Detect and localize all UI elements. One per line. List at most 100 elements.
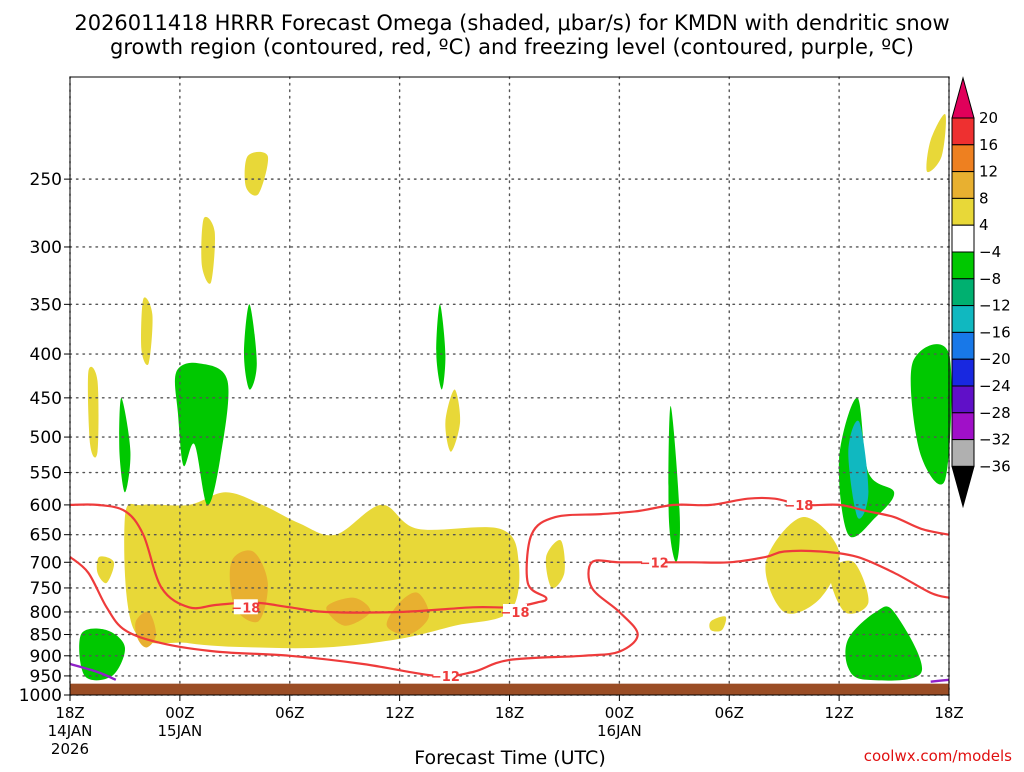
y-axis: 2503003504004505005506006507007508008509… bbox=[19, 170, 70, 706]
omega-region bbox=[709, 616, 727, 632]
y-tick-label: 1000 bbox=[19, 686, 62, 706]
x-tick-label: 00Z bbox=[605, 704, 634, 722]
contour-label-bg bbox=[642, 554, 667, 570]
y-tick-label: 850 bbox=[30, 626, 62, 646]
colorbar-box bbox=[951, 439, 975, 467]
freezing-level-contours bbox=[69, 662, 950, 683]
x-tick-label: 18Z bbox=[55, 704, 84, 722]
x-tick-date: 15JAN bbox=[158, 722, 203, 740]
colorbar-label: −32 bbox=[979, 431, 1011, 449]
x-tick-label: 12Z bbox=[385, 704, 414, 722]
y-tick-label: 900 bbox=[30, 647, 62, 667]
colorbar-box bbox=[951, 385, 975, 414]
y-tick-label: 950 bbox=[30, 667, 62, 687]
x-tick-label: 18Z bbox=[934, 704, 963, 722]
watermark: coolwx.com/models bbox=[864, 747, 1012, 765]
omega-region bbox=[829, 560, 869, 614]
omega-region bbox=[135, 611, 157, 648]
dgz-contours: −18 −12 −18 −12 −18 bbox=[69, 496, 950, 685]
colorbar-top-arrow bbox=[951, 76, 975, 119]
y-tick-label: 400 bbox=[30, 345, 62, 365]
x-tick-label: 06Z bbox=[715, 704, 744, 722]
plot-area: −18 −12 −18 −12 −18 bbox=[69, 76, 952, 696]
y-tick-label: 450 bbox=[30, 389, 62, 409]
y-tick-label: 350 bbox=[30, 295, 62, 315]
colorbar-label: −24 bbox=[979, 377, 1011, 395]
colorbar: 20 16 12 8 4 −4 −8 −12 −16 −20 −24 −28 −32 −36 bbox=[951, 76, 1011, 509]
y-tick-label: 650 bbox=[30, 526, 62, 546]
colorbar-label: 20 bbox=[979, 109, 998, 127]
x-tick-label: 06Z bbox=[275, 704, 304, 722]
colorbar-label: −28 bbox=[979, 404, 1011, 422]
chart-title-line2: growth region (contoured, red, ºC) and f… bbox=[110, 35, 914, 59]
omega-region bbox=[545, 539, 565, 589]
colorbar-label: −12 bbox=[979, 297, 1011, 315]
colorbar-label: −8 bbox=[979, 270, 1001, 288]
colorbar-box bbox=[951, 412, 975, 441]
omega-region bbox=[445, 389, 461, 452]
omega-region bbox=[244, 304, 257, 390]
colorbar-box bbox=[951, 305, 975, 333]
colorbar-label: 12 bbox=[979, 163, 998, 181]
contour-label: −18 bbox=[231, 601, 260, 616]
omega-region bbox=[87, 366, 99, 458]
colorbar-label: −16 bbox=[979, 323, 1011, 341]
y-tick-label: 700 bbox=[30, 553, 62, 573]
contour-label-bg bbox=[433, 667, 458, 683]
freezing-level-line bbox=[69, 662, 117, 681]
x-axis-label: Forecast Time (UTC) bbox=[414, 747, 605, 768]
y-tick-label: 550 bbox=[30, 464, 62, 484]
omega-region bbox=[79, 628, 125, 681]
y-tick-label: 500 bbox=[30, 428, 62, 448]
contour-label: −18 bbox=[501, 606, 530, 621]
y-tick-label: 750 bbox=[30, 579, 62, 599]
colorbar-box bbox=[951, 251, 975, 280]
contour-label: −18 bbox=[784, 499, 813, 514]
omega-region bbox=[244, 151, 269, 196]
x-tick-year: 2026 bbox=[51, 740, 89, 758]
dgz-contour-line bbox=[69, 549, 950, 678]
colorbar-label: 4 bbox=[979, 216, 989, 234]
colorbar-box bbox=[951, 171, 975, 199]
colorbar-label: −4 bbox=[979, 243, 1001, 261]
colorbar-label: −36 bbox=[979, 457, 1011, 475]
colorbar-box bbox=[951, 144, 975, 173]
x-tick-date: 14JAN bbox=[48, 722, 93, 740]
colorbar-box bbox=[951, 224, 975, 253]
chart-title-line1: 2026011418 HRRR Forecast Omega (shaded, … bbox=[74, 11, 949, 35]
omega-region bbox=[386, 592, 430, 635]
colorbar-label: −20 bbox=[979, 350, 1011, 368]
colorbar-bottom-arrow bbox=[951, 465, 975, 509]
freezing-level-line bbox=[930, 678, 950, 683]
contour-label-bg bbox=[786, 496, 811, 512]
omega-shading bbox=[79, 113, 952, 681]
omega-region bbox=[436, 304, 446, 390]
contour-label-bg bbox=[502, 603, 527, 619]
colorbar-box bbox=[951, 197, 975, 226]
contour-label-bg bbox=[233, 599, 258, 615]
y-tick-label: 300 bbox=[30, 238, 62, 258]
colorbar-label: 16 bbox=[979, 136, 998, 154]
contour-label: −12 bbox=[431, 670, 460, 685]
y-tick-label: 250 bbox=[30, 170, 62, 190]
colorbar-box bbox=[951, 117, 975, 146]
ground-surface bbox=[70, 683, 949, 695]
omega-region bbox=[910, 344, 952, 485]
x-tick-label: 18Z bbox=[495, 704, 524, 722]
omega-region bbox=[201, 216, 215, 284]
omega-region bbox=[119, 397, 131, 493]
x-tick-label: 12Z bbox=[824, 704, 853, 722]
omega-region bbox=[845, 606, 923, 681]
omega-region bbox=[141, 297, 153, 366]
colorbar-label: 8 bbox=[979, 189, 989, 207]
y-tick-label: 800 bbox=[30, 603, 62, 623]
contour-label: −12 bbox=[640, 556, 669, 571]
colorbar-box bbox=[951, 358, 975, 387]
x-tick-label: 00Z bbox=[165, 704, 194, 722]
omega-region bbox=[668, 406, 680, 563]
omega-region bbox=[926, 113, 946, 173]
x-tick-date: 16JAN bbox=[597, 722, 642, 740]
y-tick-label: 600 bbox=[30, 496, 62, 516]
